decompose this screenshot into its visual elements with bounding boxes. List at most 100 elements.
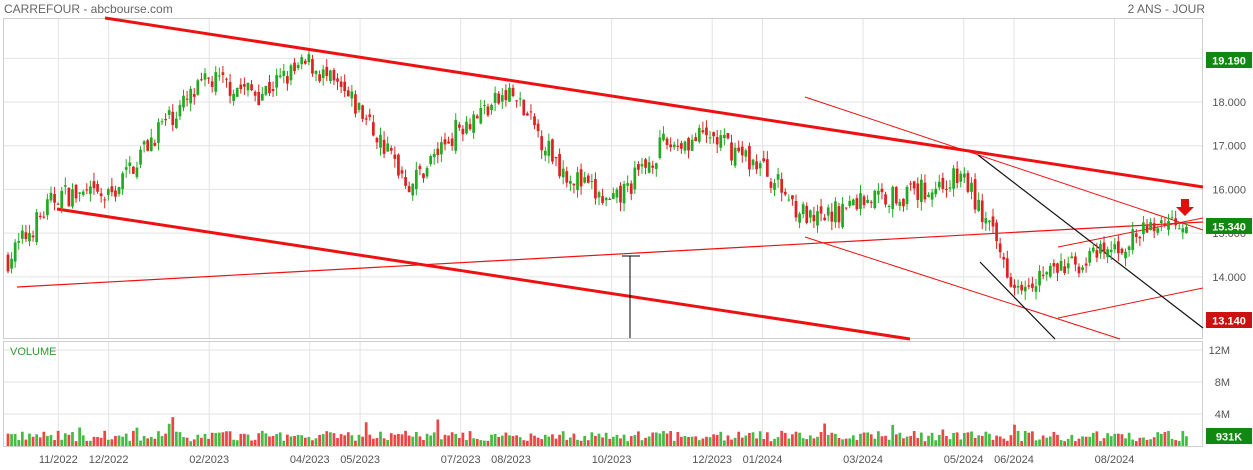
candle-body [1120, 248, 1124, 254]
volume-bar [1045, 437, 1049, 446]
chart-title: CARREFOUR - abcbourse.com [4, 2, 173, 16]
volume-bar [916, 438, 920, 446]
candle-body [332, 69, 336, 81]
volume-bar [1177, 441, 1181, 446]
candle-body [214, 72, 218, 92]
candle-body [1185, 226, 1188, 233]
candle-body [217, 75, 221, 77]
volume-bar [472, 438, 475, 446]
candle-body [526, 113, 529, 116]
candle-body [1034, 286, 1038, 292]
volume-bar [153, 438, 157, 446]
candle-body [321, 69, 325, 79]
volume-bar [124, 433, 128, 446]
volume-bar [988, 433, 991, 446]
volume-bar [880, 436, 884, 446]
candle-body [665, 138, 669, 145]
volume-bar [307, 437, 311, 446]
volume-bar [991, 439, 995, 446]
candle-body [35, 212, 39, 243]
candle-body [651, 165, 655, 168]
volume-bar [637, 431, 640, 446]
volume-bar [357, 434, 361, 446]
candle-body [604, 197, 608, 201]
price-tick-label: 18.000 [1212, 97, 1246, 109]
candle-body [1099, 244, 1102, 254]
candle-body [755, 161, 758, 170]
candle-body [361, 105, 364, 119]
candle-body [200, 79, 203, 81]
candle-body [300, 57, 304, 65]
candle-body [132, 166, 135, 174]
volume-bar [601, 437, 604, 446]
volume-bar [425, 433, 429, 446]
candle-body [303, 60, 307, 64]
volume-bar [554, 438, 558, 446]
volume-tick-label: 4M [1215, 409, 1230, 421]
candle-body [1027, 285, 1031, 287]
volume-bar [447, 435, 450, 446]
candle-body [880, 188, 884, 193]
candle-body [1088, 251, 1092, 263]
volume-bar [665, 433, 669, 446]
candle-body [533, 116, 536, 126]
volume-bar [293, 436, 296, 446]
volume-bar [500, 435, 504, 446]
candle-body [1159, 220, 1163, 223]
candle-body [24, 232, 28, 240]
candle-body [780, 178, 784, 193]
candle-body [282, 70, 286, 76]
volume-bar [543, 434, 547, 446]
volume-bar [1027, 432, 1031, 446]
volume-bar [1167, 430, 1170, 446]
candle-body [970, 182, 973, 192]
candle-body [325, 66, 329, 76]
candle-body [1066, 263, 1070, 269]
volume-bar [407, 435, 411, 446]
candle-body [998, 243, 1002, 253]
candle-body [336, 78, 339, 82]
candle-body [619, 185, 622, 203]
candle-body [106, 189, 110, 196]
volume-bar [762, 438, 766, 446]
candle-body [436, 148, 440, 156]
candle-body [877, 190, 880, 195]
volume-bar [604, 432, 608, 446]
volume-bar [522, 440, 526, 446]
candle-body [1084, 263, 1088, 266]
candle-body [443, 139, 447, 145]
volume-bar [708, 437, 712, 446]
volume-bar [400, 434, 404, 446]
volume-bar [99, 437, 103, 446]
candle-body [493, 92, 497, 103]
candle-body [210, 81, 214, 87]
candle-body [905, 186, 909, 205]
volume-bar [590, 432, 594, 446]
candle-body [1124, 251, 1127, 259]
volume-bar [812, 438, 816, 446]
candle-body [765, 159, 769, 177]
candle-body [1134, 233, 1138, 237]
volume-tick-label: 12M [1209, 345, 1230, 357]
candle-body [114, 190, 117, 197]
volume-bar [995, 435, 998, 446]
candle-body [680, 143, 683, 149]
volume-bars [6, 417, 1188, 446]
candlesticks [6, 50, 1188, 300]
candle-body [834, 201, 837, 223]
candle-body [1142, 222, 1145, 235]
candle-body [980, 200, 984, 222]
volume-bar [203, 433, 207, 446]
volume-bar [1056, 434, 1059, 446]
candle-body [368, 114, 372, 118]
candle-body [1167, 221, 1170, 230]
candle-body [1023, 286, 1027, 292]
volume-bar [38, 437, 42, 446]
candle-body [96, 184, 99, 192]
candle-body [286, 76, 289, 84]
candle-body [99, 193, 103, 197]
candle-body [139, 149, 142, 165]
volume-bar [443, 434, 447, 446]
candle-body [662, 133, 665, 141]
candle-body [791, 195, 794, 200]
